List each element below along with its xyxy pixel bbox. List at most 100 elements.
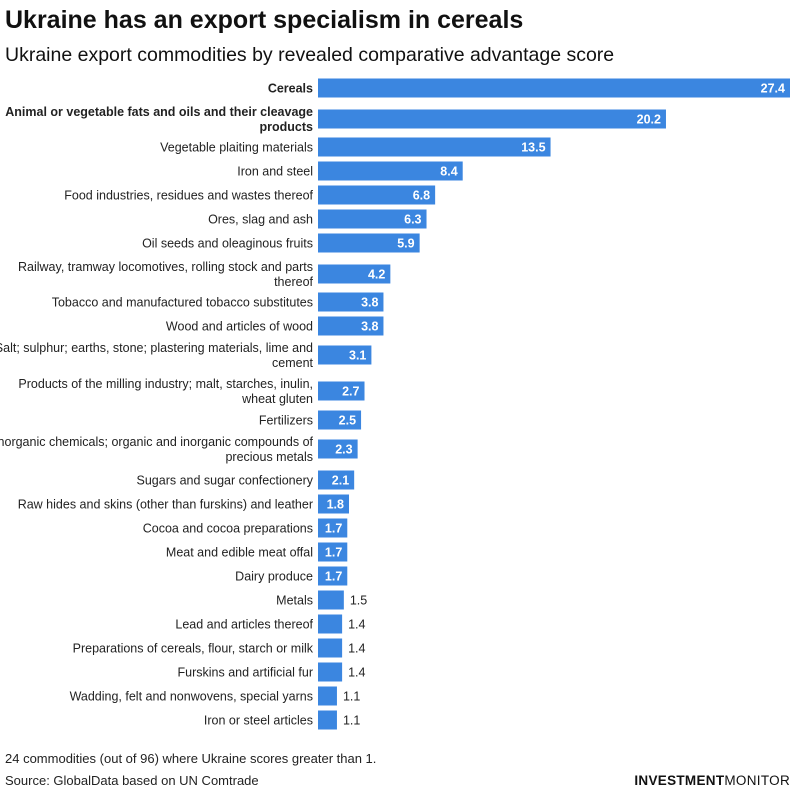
- bar: [318, 439, 358, 459]
- category-label-line: Wadding, felt and nonwovens, special yar…: [70, 690, 313, 704]
- bar: [318, 518, 348, 538]
- bar: [318, 662, 343, 682]
- bar-value-label: 1.4: [348, 666, 365, 680]
- category-label-line: wheat gluten: [241, 392, 313, 406]
- bar-value-label: 1.4: [348, 642, 365, 656]
- category-label-line: Lead and articles thereof: [175, 618, 313, 632]
- category-label: Inorganic chemicals; organic and inorgan…: [0, 435, 314, 464]
- bar: [318, 161, 463, 181]
- category-label: Fertilizers: [259, 414, 313, 428]
- category-label: Railway, tramway locomotives, rolling st…: [18, 260, 314, 289]
- category-label: Preparations of cereals, flour, starch o…: [73, 642, 314, 656]
- bar-value-label: 1.7: [325, 546, 342, 560]
- category-label: Sugars and sugar confectionery: [137, 474, 314, 488]
- category-label: Vegetable plaiting materials: [160, 141, 313, 155]
- bar-value-label: 13.5: [521, 141, 545, 155]
- bar: [318, 566, 348, 586]
- bar-value-label: 1.5: [350, 594, 367, 608]
- category-label-line: Animal or vegetable fats and oils and th…: [5, 105, 313, 119]
- category-label: Furskins and artificial fur: [178, 666, 313, 680]
- category-label: Products of the milling industry; malt, …: [18, 377, 313, 406]
- bar-value-label: 6.3: [404, 213, 421, 227]
- category-label: Salt; sulphur; earths, stone; plastering…: [0, 341, 314, 370]
- bar-value-label: 2.5: [339, 414, 356, 428]
- bar-value-label: 1.7: [325, 570, 342, 584]
- category-label-line: Fertilizers: [259, 414, 313, 428]
- category-label-line: Sugars and sugar confectionery: [137, 474, 314, 488]
- category-label-line: precious metals: [225, 450, 313, 464]
- bar: [318, 137, 551, 157]
- chart-title: Ukraine has an export specialism in cere…: [5, 6, 524, 34]
- category-label-line: Tobacco and manufactured tobacco substit…: [52, 296, 313, 310]
- bar: [318, 233, 420, 253]
- category-label-line: Metals: [276, 594, 313, 608]
- bar-value-label: 1.8: [327, 498, 344, 512]
- bar: [318, 78, 790, 98]
- bar-value-label: 2.7: [342, 385, 359, 399]
- bar: [318, 209, 427, 229]
- category-label-line: Products of the milling industry; malt, …: [18, 377, 313, 391]
- brand-logo-regular: MONITOR: [724, 773, 790, 788]
- category-label-line: Salt; sulphur; earths, stone; plastering…: [0, 341, 313, 355]
- bar: [318, 345, 372, 365]
- bar-value-label: 1.1: [343, 714, 360, 728]
- bar-value-label: 3.8: [361, 320, 378, 334]
- bar-value-label: 2.1: [332, 474, 349, 488]
- bar: [318, 614, 343, 634]
- category-label: Cocoa and cocoa preparations: [143, 522, 313, 536]
- category-label-line: Oil seeds and oleaginous fruits: [142, 237, 313, 251]
- category-label-line: Preparations of cereals, flour, starch o…: [73, 642, 314, 656]
- category-label-line: thereof: [274, 275, 313, 289]
- category-label-line: Wood and articles of wood: [166, 320, 313, 334]
- bar-chart: 27.4 Cereals 20.2 Animal or vegetable fats …: [0, 78, 790, 730]
- chart-subtitle: Ukraine export commodities by revealed c…: [5, 44, 615, 66]
- bar-value-label: 5.9: [397, 237, 414, 251]
- category-label-line: Meat and edible meat offal: [166, 546, 313, 560]
- bar-value-label: 6.8: [413, 189, 430, 203]
- category-label-line: Cocoa and cocoa preparations: [143, 522, 313, 536]
- bar: [318, 292, 384, 312]
- category-label: Raw hides and skins (other than furskins…: [18, 498, 313, 512]
- category-label: Metals: [276, 594, 313, 608]
- category-label: Lead and articles thereof: [175, 618, 313, 632]
- category-label-line: Food industries, residues and wastes the…: [64, 189, 313, 203]
- bar: [318, 410, 362, 430]
- category-label-line: Furskins and artificial fur: [178, 666, 313, 680]
- bar: [318, 264, 391, 284]
- bar: [318, 470, 355, 490]
- bar-value-label: 1.4: [348, 618, 365, 632]
- bar-value-label: 2.3: [335, 443, 352, 457]
- category-label-line: cement: [272, 356, 314, 370]
- category-label: Iron and steel: [237, 165, 313, 179]
- category-label-line: Railway, tramway locomotives, rolling st…: [18, 260, 313, 274]
- bar-value-label: 4.2: [368, 268, 385, 282]
- category-label-line: Raw hides and skins (other than furskins…: [18, 498, 313, 512]
- category-label-line: Inorganic chemicals; organic and inorgan…: [0, 435, 314, 449]
- category-label: Ores, slag and ash: [208, 213, 313, 227]
- bar: [318, 381, 365, 401]
- bar: [318, 638, 343, 658]
- footnote: 24 commodities (out of 96) where Ukraine…: [5, 751, 377, 766]
- category-label-line: Iron and steel: [237, 165, 313, 179]
- bar: [318, 494, 350, 514]
- bar-value-label: 20.2: [637, 113, 661, 127]
- category-label: Iron or steel articles: [204, 714, 313, 728]
- brand-logo-bold: INVESTMENT: [634, 773, 725, 788]
- bar-value-label: 3.8: [361, 296, 378, 310]
- bar: [318, 109, 666, 129]
- category-label: Oil seeds and oleaginous fruits: [142, 237, 313, 251]
- bar-value-label: 1.7: [325, 522, 342, 536]
- bar: [318, 185, 436, 205]
- category-label-line: Iron or steel articles: [204, 714, 313, 728]
- category-label: Dairy produce: [235, 570, 313, 584]
- category-label: Meat and edible meat offal: [166, 546, 313, 560]
- bar: [318, 542, 348, 562]
- category-label: Animal or vegetable fats and oils and th…: [5, 105, 313, 134]
- category-label: Cereals: [268, 82, 313, 96]
- bar: [318, 686, 337, 706]
- category-label: Wood and articles of wood: [166, 320, 313, 334]
- category-label-line: products: [260, 120, 314, 134]
- category-label: Tobacco and manufactured tobacco substit…: [52, 296, 313, 310]
- category-label: Wadding, felt and nonwovens, special yar…: [70, 690, 313, 704]
- bar-value-label: 27.4: [761, 82, 785, 96]
